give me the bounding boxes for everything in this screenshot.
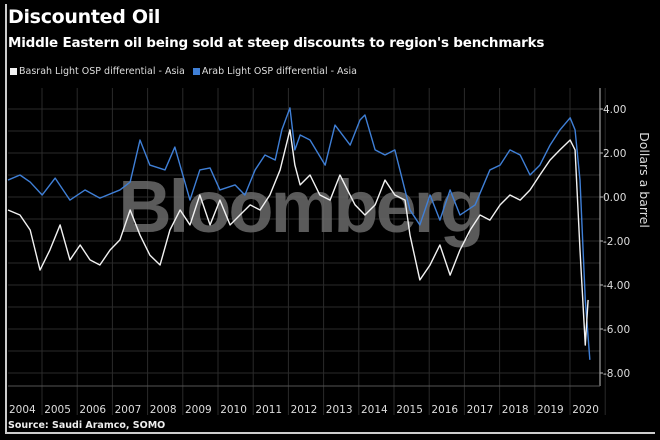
- x-tick-label: 2012: [291, 404, 318, 416]
- x-tick-label: 2006: [79, 404, 106, 416]
- series-line-basrah-light: [7, 129, 589, 346]
- x-tick-label: 2008: [150, 404, 177, 416]
- legend-item-basrah: Basrah Light OSP differential - Asia: [10, 66, 185, 77]
- watermark-logo: Bloomberg: [118, 165, 482, 248]
- x-tick-label: 2009: [185, 404, 212, 416]
- legend-swatch-arab: [192, 68, 200, 75]
- x-tick-label: 2004: [9, 404, 36, 416]
- x-tick-label: 2014: [361, 404, 388, 416]
- x-tick-label: 2007: [115, 404, 142, 416]
- x-tick-label: 2013: [326, 404, 353, 416]
- x-tick-label: 2011: [255, 404, 282, 416]
- x-tick-label: 2005: [44, 404, 71, 416]
- source-note: Source: Saudi Aramco, SOMO: [8, 420, 166, 431]
- y-tick-label: -4.00: [603, 280, 630, 292]
- legend: Basrah Light OSP differential - Asia Ara…: [10, 66, 357, 77]
- x-tick-label: 2015: [396, 404, 423, 416]
- y-axis-label: Dollars a barrel: [637, 132, 652, 228]
- y-tick-label: -6.00: [603, 324, 630, 336]
- chart-frame: [5, 4, 655, 434]
- x-tick-label: 2020: [572, 404, 599, 416]
- x-tick-label: 2016: [431, 404, 458, 416]
- legend-label-basrah: Basrah Light OSP differential - Asia: [19, 66, 185, 77]
- legend-swatch-basrah: [10, 68, 17, 75]
- chart-title: Discounted Oil: [8, 6, 161, 28]
- chart-subtitle: Middle Eastern oil being sold at steep d…: [8, 35, 545, 51]
- x-tick-label: 2010: [220, 404, 247, 416]
- series-line-arab-light: [7, 107, 591, 360]
- x-tick-label: 2017: [467, 404, 494, 416]
- y-tick-label: 0.00: [603, 192, 626, 204]
- legend-label-arab: Arab Light OSP differential - Asia: [201, 66, 357, 77]
- y-tick-label: 2.00: [603, 148, 626, 160]
- x-tick-label: 2018: [502, 404, 529, 416]
- y-tick-label: -8.00: [603, 368, 630, 380]
- x-tick-label: 2019: [537, 404, 564, 416]
- y-tick-label: -2.00: [603, 236, 630, 248]
- y-tick-label: 4.00: [603, 104, 626, 116]
- legend-item-arab: Arab Light OSP differential - Asia: [192, 66, 357, 77]
